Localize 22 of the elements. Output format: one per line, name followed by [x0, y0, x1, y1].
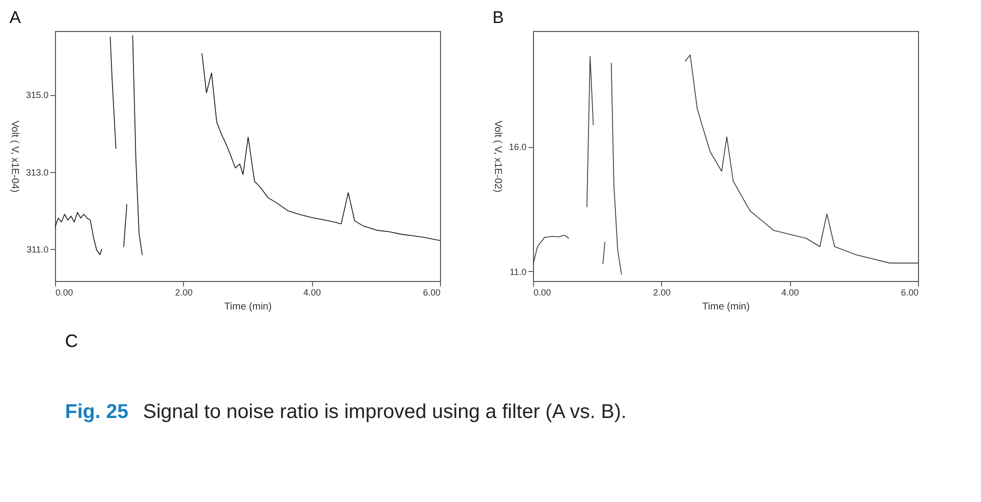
y-tick-label: 16.0	[508, 142, 526, 152]
y-axis-title: Volt ( V, x1E-04)	[8, 120, 20, 192]
y-tick-label: 311.0	[26, 244, 48, 254]
chart-title: B	[492, 8, 504, 27]
text: C	[65, 331, 78, 351]
x-tick-label: 6.00	[900, 288, 918, 298]
caption: Fig. 25	[65, 401, 128, 423]
x-tick-label: 2.00	[175, 288, 193, 298]
y-tick-label: 315.0	[26, 90, 48, 100]
x-tick-label: 4.00	[303, 288, 321, 298]
chart-title: A	[9, 8, 22, 27]
x-tick-label: 2.00	[653, 288, 671, 298]
y-axis-title: Volt ( V, x1E-02)	[492, 120, 503, 192]
y-tick-label: 313.0	[26, 167, 48, 178]
x-tick-label: 0.00	[534, 288, 552, 298]
x-axis-title: Time (min)	[702, 302, 750, 312]
y-tick-label: 11.0	[510, 266, 526, 277]
x-tick-label: 6.00	[422, 288, 440, 298]
x-tick-label: 4.00	[781, 288, 799, 298]
text: Signal to noise ratio is improved using a filter (A vs. B).	[143, 401, 627, 423]
x-tick-label: 0.00	[56, 288, 74, 298]
x-axis-title: Time (min)	[224, 302, 272, 312]
